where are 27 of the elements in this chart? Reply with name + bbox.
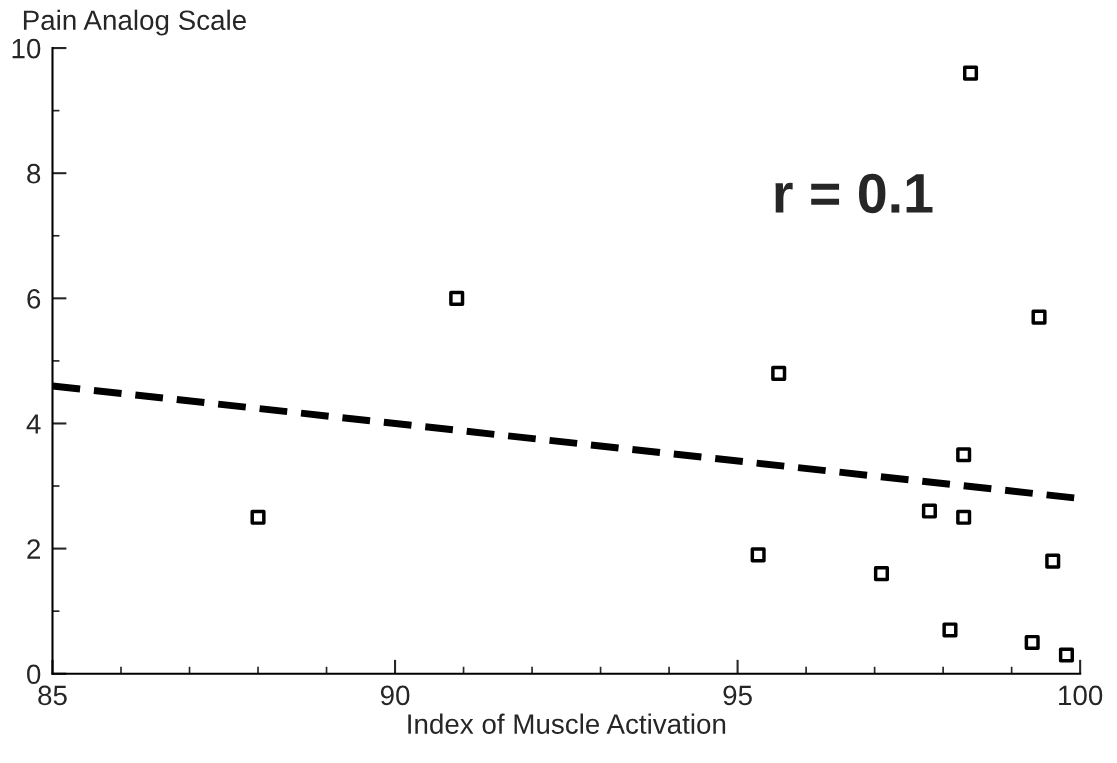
point [1045, 553, 1061, 569]
x-axis-title: Index of Muscle Activation [408, 713, 726, 734]
y-axis-title: Pain Analog Scale [23, 9, 246, 36]
y-tick-label: 10 [12, 38, 41, 59]
x-tick-label: 95 [723, 685, 752, 706]
point [750, 547, 766, 563]
point [771, 365, 787, 381]
y-tick-label: 2 [27, 539, 40, 559]
point [1024, 634, 1040, 650]
point [956, 447, 972, 463]
point [873, 566, 890, 582]
point [250, 509, 266, 525]
point [962, 65, 979, 81]
x-tick-label: 100 [1059, 685, 1103, 706]
point [942, 622, 958, 638]
y-tick-label: 4 [26, 414, 41, 434]
point [1031, 309, 1047, 325]
annotation: r = 0.1 [775, 173, 933, 214]
x-tick-label: 85 [38, 685, 67, 706]
x-tick-label: 90 [380, 685, 410, 706]
y-tick-label: 0 [27, 664, 41, 685]
point [956, 509, 972, 525]
point [449, 290, 465, 306]
point [921, 503, 937, 519]
y-tick-label: 6 [27, 289, 41, 309]
point [1058, 647, 1074, 663]
y-tick-label: 8 [27, 163, 41, 184]
